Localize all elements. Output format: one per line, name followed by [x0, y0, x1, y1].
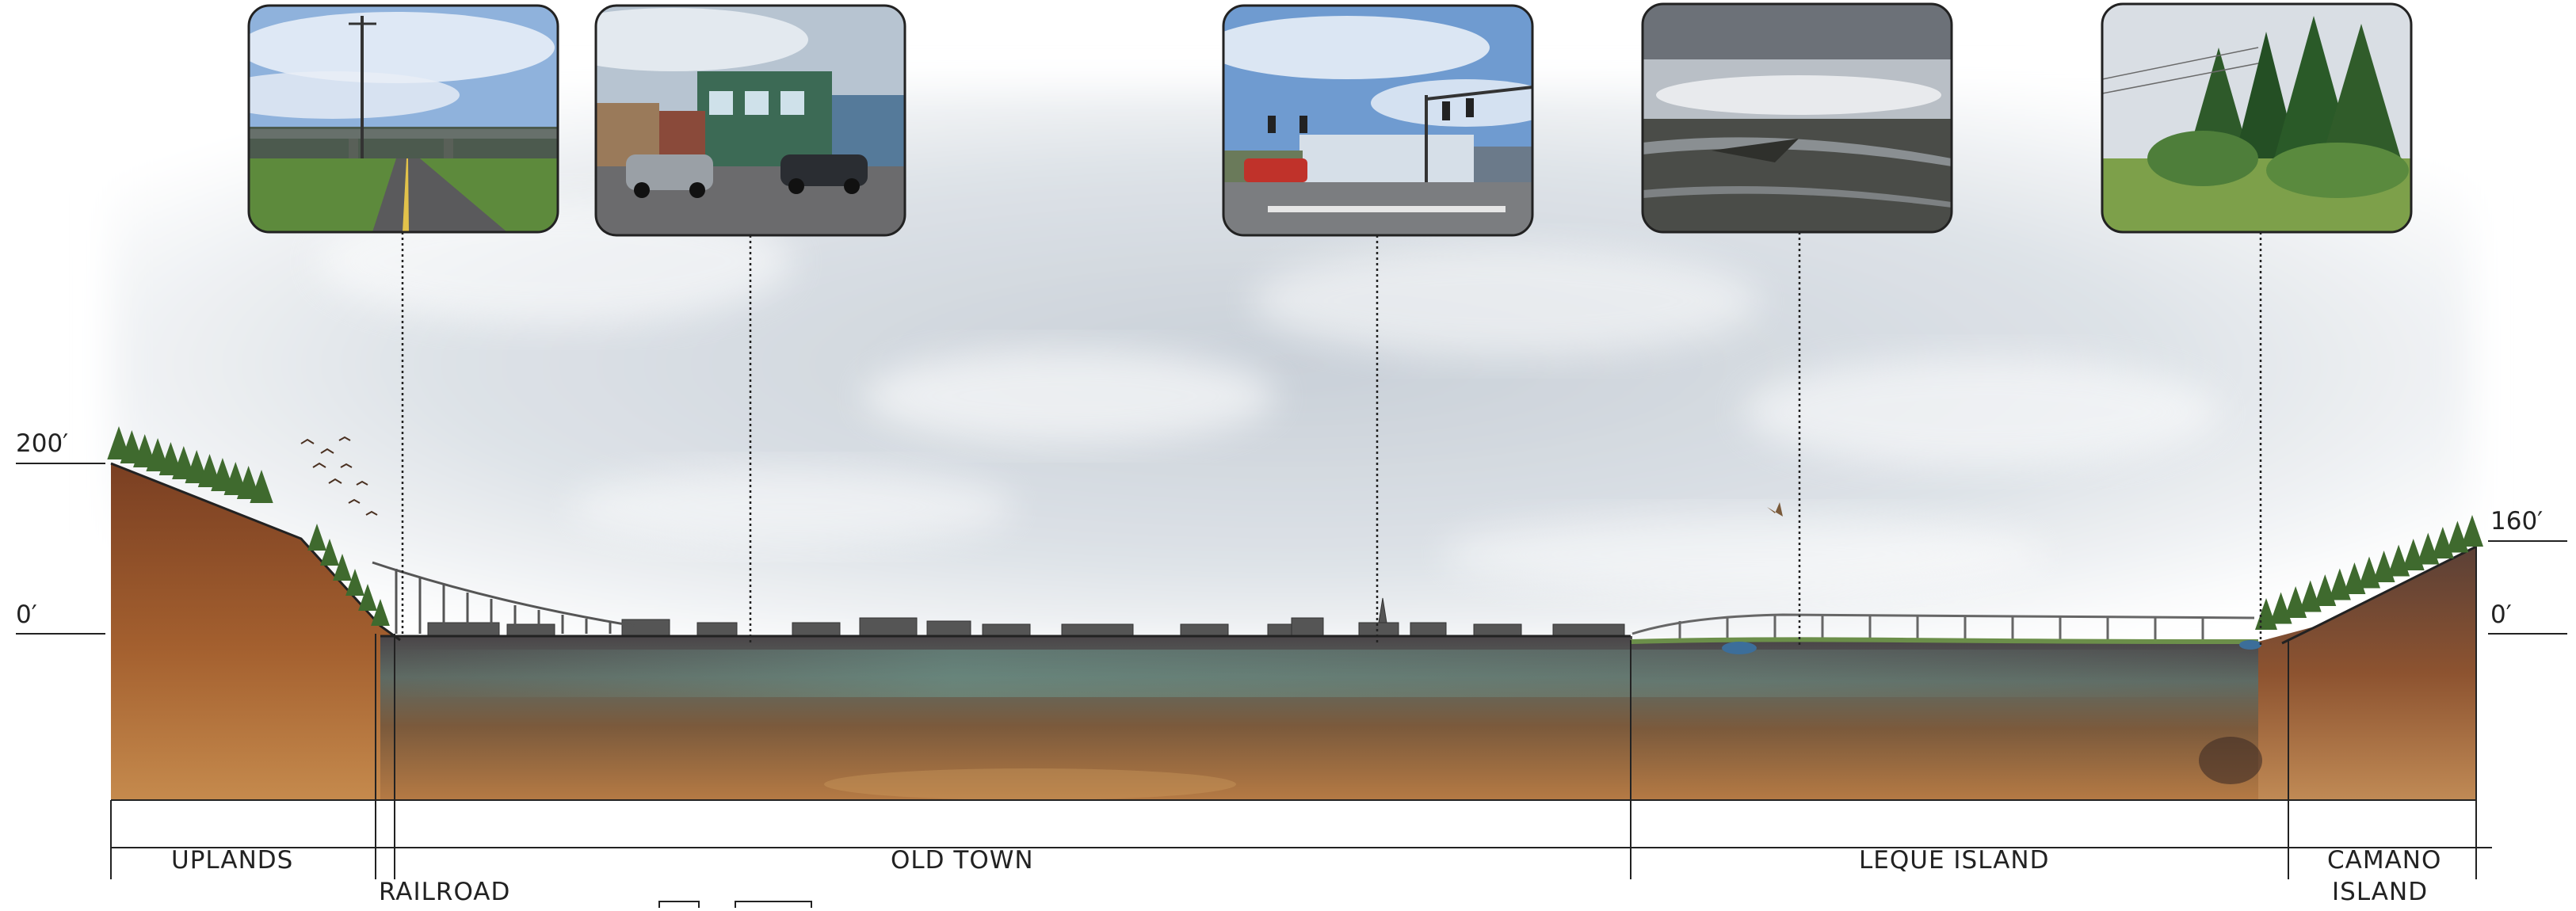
zone-label-railroad: RAILROAD — [379, 878, 511, 906]
tree-icon — [250, 470, 273, 503]
tree-icon — [307, 524, 326, 551]
leque-island-wetland — [1630, 637, 2259, 644]
zone-label-camano-island-line2: ISLAND — [2332, 878, 2429, 906]
zone-label-old-town: OLD TOWN — [891, 846, 1034, 875]
hawk-icon — [1767, 502, 1783, 516]
uplands-soil — [111, 463, 400, 800]
elevation-label-160: 160′ — [2490, 507, 2544, 536]
tree-icon — [2461, 515, 2483, 547]
scale-bar — [658, 901, 812, 911]
railroad-overpass — [372, 561, 635, 634]
photo-highway-overpass — [249, 6, 558, 232]
tree-icon — [333, 554, 352, 581]
tree-icon — [345, 569, 364, 596]
camano-island-soil — [2258, 547, 2476, 800]
leque-island-bridge — [1631, 613, 2255, 640]
photo-forest-edge — [2102, 4, 2411, 232]
elevation-label-200: 200′ — [16, 429, 69, 458]
tree-icon — [371, 599, 390, 626]
soil-section — [110, 462, 2477, 800]
zone-label-leque-island: LEQUE ISLAND — [1859, 846, 2050, 875]
photo-intersection — [1223, 6, 1532, 235]
elevation-label-0-left: 0′ — [16, 600, 37, 629]
tidal-pool — [1722, 642, 1757, 654]
photo-old-town-storefront — [596, 6, 905, 235]
zone-label-uplands: UPLANDS — [171, 846, 294, 875]
uplands-tree-line — [107, 426, 390, 626]
bird-flock — [300, 436, 378, 516]
elevation-markers — [16, 463, 2567, 635]
zone-dividers — [110, 547, 2492, 879]
photo-tidal-mudflat — [1643, 4, 1952, 232]
tree-icon — [358, 584, 377, 611]
tree-icon — [320, 539, 339, 566]
zone-label-camano-island-line1: CAMANO — [2327, 846, 2442, 875]
photo-leader-lines — [401, 232, 2262, 646]
elevation-label-0-right: 0′ — [2490, 600, 2512, 629]
